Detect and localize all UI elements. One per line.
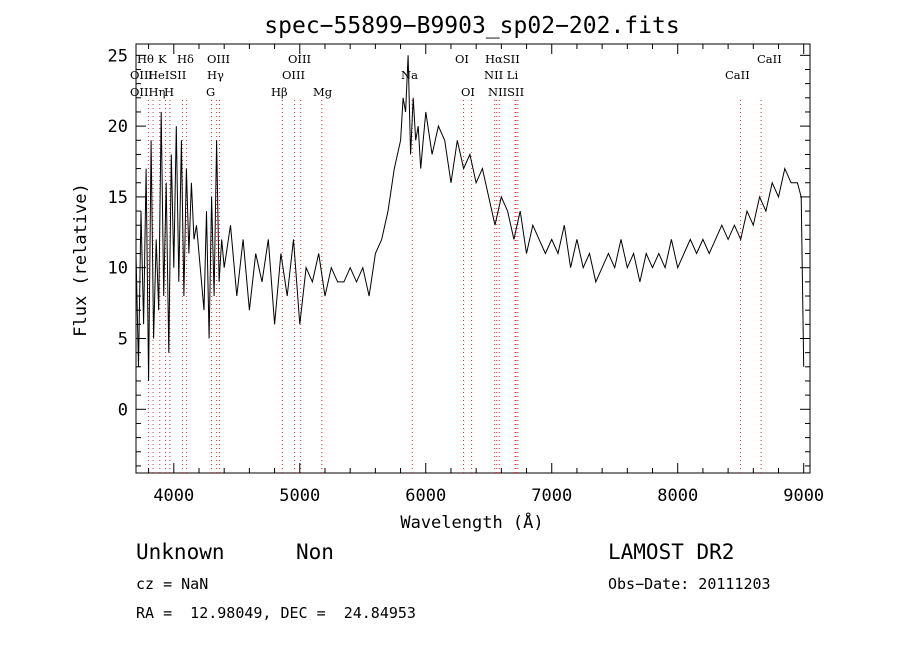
line-label-h-theta: Hθ (137, 52, 154, 66)
x-tick-label: 8000 (657, 486, 698, 506)
line-label-nii-sii: NIISII (488, 85, 524, 99)
subclass-label: Non (296, 540, 334, 564)
line-label-oiii-4: OIII (282, 68, 305, 82)
line-label-oiii-1: OIII (207, 52, 230, 66)
class-label: Unknown (136, 540, 225, 564)
line-label-na: Na (401, 68, 418, 82)
x-tick-label: 9000 (783, 486, 824, 506)
y-tick-label: 25 (108, 46, 128, 66)
plot-frame (135, 43, 811, 474)
chart-title: spec−55899−B9903_sp02−202.fits (264, 13, 679, 39)
spectrum-line (135, 55, 805, 382)
survey-label: LAMOST DR2 (608, 540, 735, 564)
y-tick-label: 0 (118, 400, 128, 420)
x-axis-label: Wavelength (Å) (400, 511, 543, 533)
y-tick-label: 10 (108, 259, 128, 279)
y-tick-label: 20 (108, 117, 128, 137)
line-labels: Hθ K Hδ OIII OIII OI HαSII CaII OIII HeI… (130, 52, 782, 99)
coords-text: RA = 12.98049, DEC = 24.84953 (136, 604, 416, 622)
line-label-caii-1: CaII (757, 52, 782, 66)
line-label-caii-2: CaII (725, 68, 750, 82)
line-label-nii-li: NII Li (484, 68, 518, 82)
cz-text: cz = NaN (136, 575, 209, 593)
x-tick-label: 7000 (531, 486, 572, 506)
x-tick-label: 4000 (153, 486, 194, 506)
obs-date-text: Obs−Date: 20111203 (608, 575, 771, 593)
line-label-h: H (164, 85, 174, 99)
line-label-h-delta: Hδ (177, 52, 194, 66)
line-label-oii-h-eta: OIIHη (130, 85, 166, 99)
y-tick-label: 15 (108, 188, 128, 208)
line-label-oiii-3: OIII (130, 68, 153, 82)
line-label-h-gamma: Hγ (207, 68, 224, 82)
line-label-hei-sii: HeISII (148, 68, 186, 82)
line-label-k: K (158, 52, 167, 66)
line-label-h-beta: Hβ (271, 85, 288, 99)
line-label-oiii-2: OIII (288, 52, 311, 66)
x-tick-label: 5000 (279, 486, 320, 506)
line-label-oi-2: OI (461, 85, 475, 99)
line-label-g: G (206, 85, 215, 99)
y-tick-label: 5 (118, 329, 128, 349)
y-axis: 0 5 10 15 20 25 (108, 46, 810, 467)
x-tick-label: 6000 (405, 486, 446, 506)
x-axis: 4000 5000 6000 7000 8000 9000 (148, 44, 824, 506)
line-label-h-alpha-sii: HαSII (485, 52, 520, 66)
line-label-mg: Mg (313, 85, 333, 99)
y-axis-label: Flux (relative) (71, 183, 91, 337)
line-label-oi-1: OI (455, 52, 469, 66)
